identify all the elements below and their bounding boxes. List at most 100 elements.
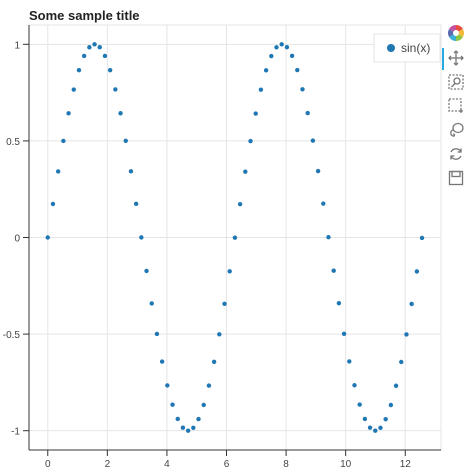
y-tick-label: -0.5 [3,330,21,341]
legend-box [373,33,441,63]
data-point [165,383,170,388]
data-point [357,402,362,407]
y-tick-label: -1 [11,427,20,438]
data-point [253,111,258,116]
data-point [76,68,82,73]
data-point [388,402,394,408]
data-point [393,383,399,388]
data-point [315,168,321,174]
data-points [45,42,425,433]
data-point [196,416,201,422]
data-point [92,42,97,47]
data-point [97,45,102,50]
data-point [347,359,352,364]
data-point [102,53,108,59]
data-point [170,402,175,407]
data-point [399,359,404,365]
data-point [133,201,139,207]
data-point [107,67,113,73]
data-point [55,169,61,174]
data-point [383,416,388,422]
data-point [81,53,87,59]
data-point [373,428,378,433]
data-point [409,301,414,307]
data-point [113,87,118,92]
data-point [222,301,227,306]
data-point [341,331,347,336]
data-point [71,87,76,92]
legend-marker [387,44,395,52]
data-point [139,235,144,240]
data-point [159,359,165,364]
data-point [274,45,279,50]
data-point [367,425,373,430]
x-ticks: 0 2 4 6 8 10 12 [45,450,411,470]
x-tick-label: 10 [340,459,352,470]
data-point [362,416,368,422]
save-icon[interactable] [444,166,468,190]
data-point [118,111,123,116]
data-point [404,332,409,337]
data-point [128,169,134,174]
chart-title: Some sample title [29,8,140,23]
data-point [237,201,243,207]
x-tick-label: 12 [400,459,412,470]
data-point [331,268,336,273]
data-point [45,235,50,240]
data-point [87,45,92,50]
data-point [232,235,238,240]
data-point [289,53,295,59]
lasso-select-icon[interactable] [444,118,468,142]
data-point [269,53,274,59]
data-point [211,359,217,365]
data-point [321,201,326,206]
data-point [263,68,269,73]
data-point [201,402,206,408]
x-tick-label: 0 [45,459,51,470]
data-point [378,425,383,431]
data-point [175,416,180,422]
data-point [66,111,71,116]
pan-icon[interactable] [442,46,468,70]
data-point [227,269,232,274]
data-point [336,301,342,306]
data-point [310,138,316,143]
data-point [217,332,222,337]
data-point [248,138,253,144]
x-tick-label: 4 [164,459,170,470]
data-point [180,425,186,430]
legend-label: sin(x) [401,41,430,55]
y-tick-label: 0 [14,234,20,245]
y-tick-label: 0.5 [6,137,20,148]
data-point [300,87,305,92]
data-point [185,428,191,433]
bokeh-logo-icon[interactable] [444,20,468,46]
data-point [206,383,212,388]
box-select-icon[interactable] [444,94,468,118]
data-point [326,234,331,240]
data-point [144,268,149,274]
data-point [284,45,290,50]
x-tick-label: 6 [224,459,230,470]
data-point [123,138,128,144]
legend: sin(x) [373,33,441,63]
data-point [305,110,310,116]
box-zoom-icon[interactable] [444,70,468,94]
x-tick-label: 8 [283,459,289,470]
reset-icon[interactable] [444,142,468,166]
data-point [419,235,425,241]
y-ticks: -1 -0.5 0 0.5 1 [3,40,29,438]
data-point [295,67,300,73]
data-point [414,269,420,274]
data-point [191,425,196,430]
data-point [149,301,154,306]
data-point [352,383,357,388]
toolbar [442,20,468,190]
data-point [279,42,284,47]
x-tick-label: 2 [105,459,111,470]
data-point [243,169,248,174]
y-tick-label: 1 [14,40,20,51]
data-point [258,87,264,92]
data-point [61,138,66,144]
